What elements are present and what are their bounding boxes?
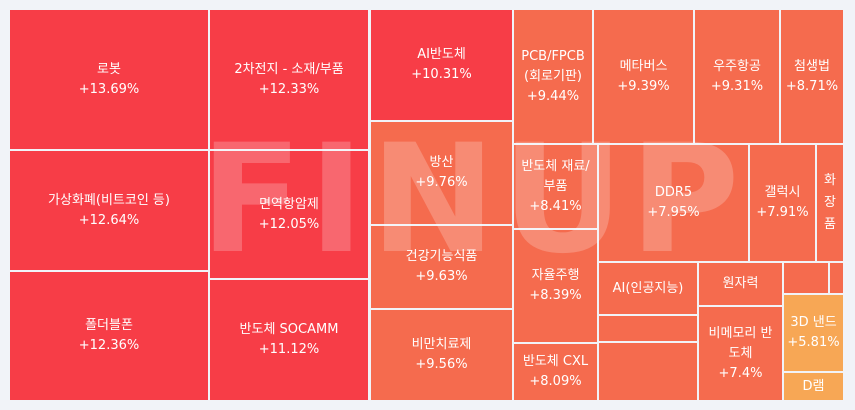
tile-change: +9.56%: [415, 357, 468, 372]
tile-change: +9.76%: [415, 175, 468, 190]
treemap-tile[interactable]: 화 장 품: [817, 145, 843, 261]
treemap-tile[interactable]: 로봇 +13.69%: [10, 10, 208, 149]
tile-name: 폴더블폰: [85, 318, 133, 333]
tile-name: 비메모리 반 도체: [708, 325, 773, 361]
tile-name: 반도체 SOCAMM: [239, 322, 339, 337]
tile-name: 화 장 품: [824, 173, 836, 232]
tile-name: 2차전지 - 소재/부품: [234, 61, 344, 77]
tile-name: 비만치료제: [411, 337, 472, 352]
treemap-tile[interactable]: 원자력: [699, 263, 782, 305]
tile-name: 면역항암제: [259, 196, 319, 212]
treemap-tile[interactable]: DDR5 +7.95%: [599, 145, 748, 261]
treemap-tile[interactable]: 폴더블폰 +12.36%: [10, 272, 208, 400]
tile-change: +7.95%: [647, 205, 700, 220]
tile-change: +12.33%: [258, 81, 320, 97]
treemap-tile-empty[interactable]: [599, 343, 697, 400]
treemap-tile-empty[interactable]: [830, 263, 843, 293]
treemap-tile-empty[interactable]: [784, 263, 828, 293]
tile-name: 반도체 재료/ 부품: [521, 158, 590, 194]
tile-name: 첨생법: [794, 58, 830, 74]
treemap-tile[interactable]: 첨생법 +8.71%: [781, 10, 843, 143]
treemap-tile[interactable]: 우주항공 +9.31%: [695, 10, 779, 143]
tile-name: D램: [802, 378, 825, 394]
treemap-tile[interactable]: 3D 낸드 +5.81%: [784, 295, 843, 371]
tile-name: 3D 낸드: [790, 315, 837, 330]
treemap-tile[interactable]: 비메모리 반 도체 +7.4%: [699, 307, 782, 400]
tile-name: 로봇: [97, 61, 121, 77]
tile-name: 자율주행: [531, 268, 580, 283]
tile-name: 건강기능식품: [405, 249, 478, 264]
treemap-tile[interactable]: 자율주행 +8.39%: [514, 230, 597, 342]
tile-name: AI(인공지능): [612, 280, 684, 296]
tile-change: +8.09%: [529, 374, 582, 389]
tile-name: DDR5: [654, 185, 693, 200]
tile-change: +7.4%: [718, 365, 763, 381]
tile-change: +8.39%: [529, 288, 582, 303]
treemap-tile[interactable]: 2차전지 - 소재/부품 +12.33%: [210, 10, 368, 149]
tile-name: AI반도체: [417, 47, 466, 62]
treemap-tile[interactable]: 방산 +9.76%: [371, 122, 512, 224]
treemap-tile[interactable]: 가상화폐(비트코인 등) +12.64%: [10, 151, 208, 270]
tile-change: +13.69%: [78, 81, 140, 97]
tile-change: +7.91%: [756, 205, 809, 220]
tile-change: +9.31%: [710, 78, 764, 94]
treemap-tile[interactable]: 반도체 SOCAMM +11.12%: [210, 280, 368, 400]
treemap-tile[interactable]: AI(인공지능): [599, 263, 697, 314]
tile-change: +8.71%: [785, 78, 839, 94]
treemap-tile[interactable]: 반도체 재료/ 부품 +8.41%: [514, 145, 597, 228]
tile-change: +9.63%: [415, 269, 468, 284]
treemap-tile[interactable]: D램: [784, 373, 843, 400]
tile-change: +9.39%: [617, 78, 670, 94]
tile-change: +9.44%: [526, 88, 580, 104]
treemap-tile[interactable]: 반도체 CXL +8.09%: [514, 344, 597, 400]
tile-name: 가상화폐(비트코인 등): [48, 192, 170, 208]
tile-name: PCB/FPCB (회로기판): [521, 48, 585, 84]
tile-name: 갤럭시: [764, 185, 801, 200]
treemap-tile[interactable]: 면역항암제 +12.05%: [210, 151, 368, 278]
tile-name: 메타버스: [619, 58, 668, 74]
tile-change: +12.36%: [78, 338, 140, 353]
treemap-tile[interactable]: 비만치료제 +9.56%: [371, 310, 512, 400]
tile-change: +12.05%: [258, 216, 320, 232]
tile-name: 우주항공: [713, 58, 761, 74]
treemap-tile[interactable]: 건강기능식품 +9.63%: [371, 226, 512, 308]
tile-change: +5.81%: [787, 335, 840, 350]
tile-change: +12.64%: [78, 212, 140, 228]
tile-change: +11.12%: [258, 342, 320, 357]
tile-change: +10.31%: [411, 67, 472, 82]
tile-change: +8.41%: [529, 198, 582, 214]
treemap-tile[interactable]: AI반도체 +10.31%: [371, 10, 512, 120]
tile-name: 반도체 CXL: [522, 354, 589, 369]
treemap-tile-empty[interactable]: [599, 316, 697, 341]
treemap-tile[interactable]: 갤럭시 +7.91%: [750, 145, 815, 261]
treemap-tile[interactable]: 메타버스 +9.39%: [594, 10, 693, 143]
tile-name: 원자력: [722, 276, 759, 291]
tile-name: 방산: [429, 155, 454, 170]
treemap-tile[interactable]: PCB/FPCB (회로기판) +9.44%: [514, 10, 592, 143]
